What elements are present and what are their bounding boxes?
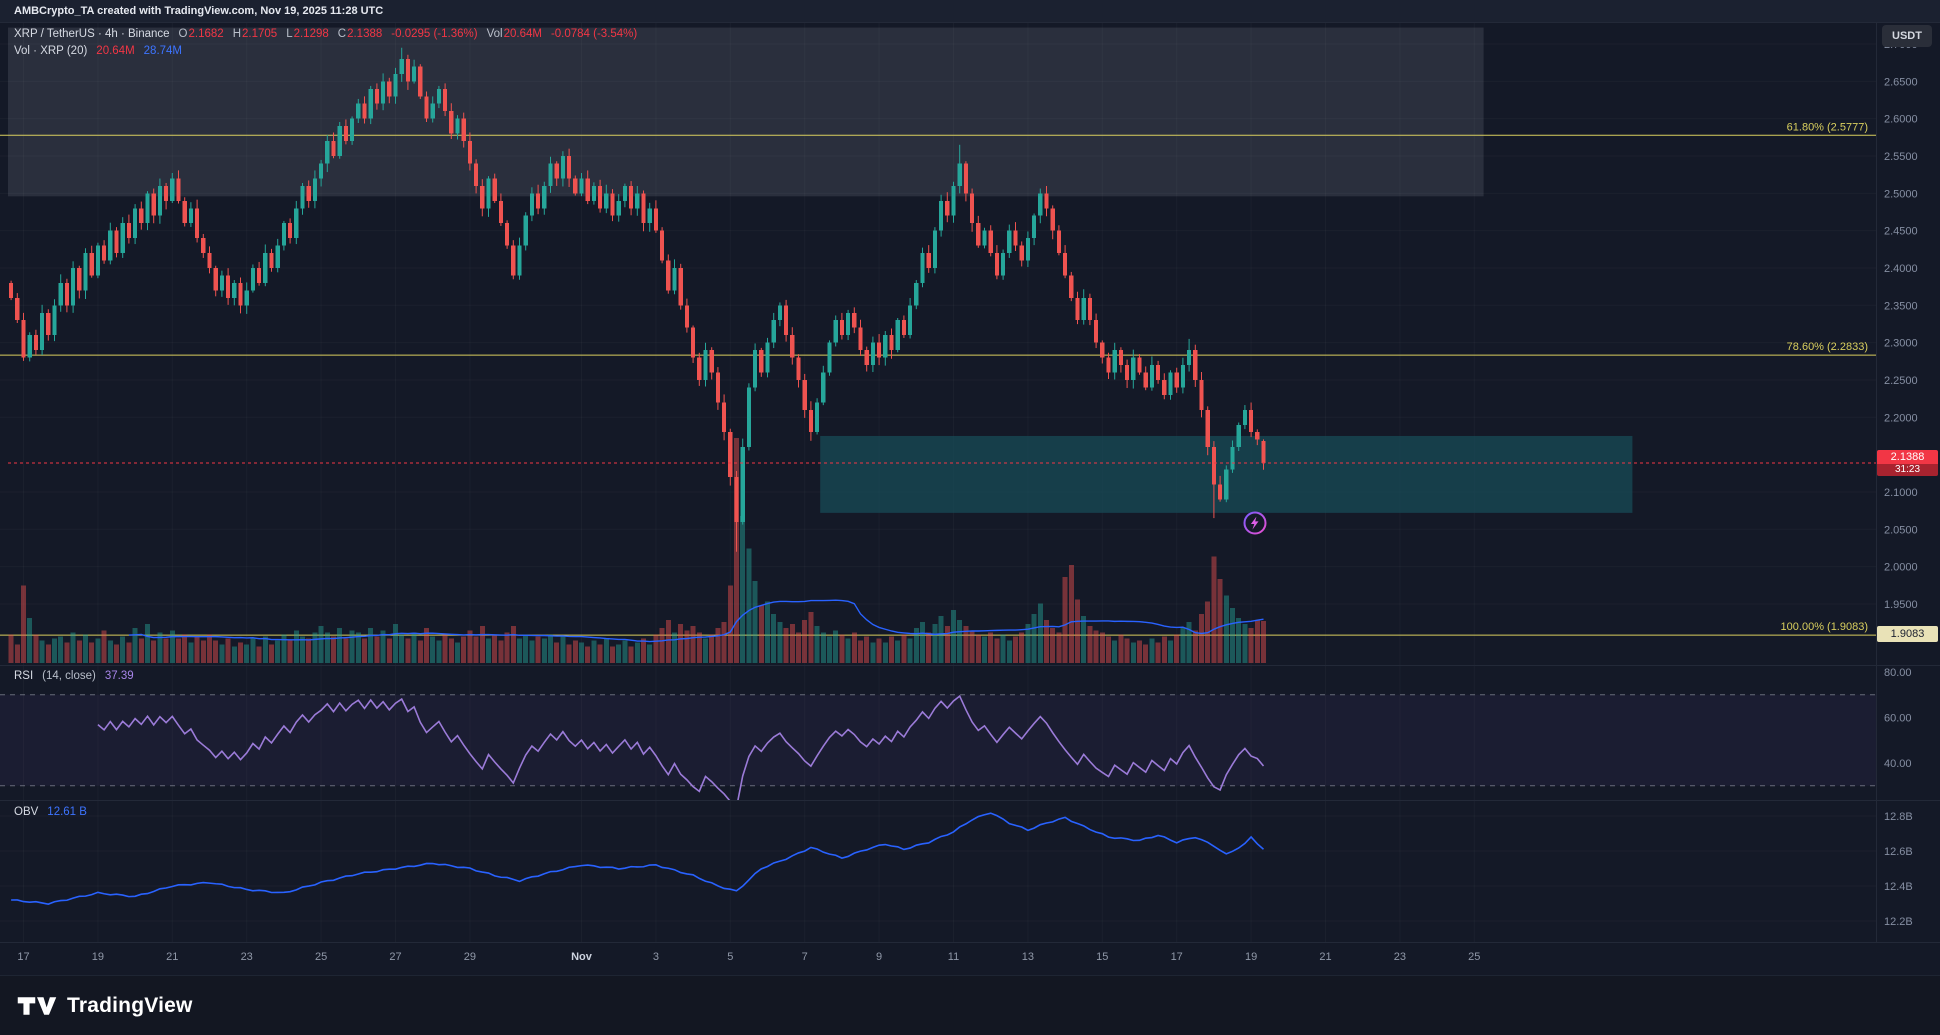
svg-text:2.6000: 2.6000 [1884, 114, 1918, 126]
svg-text:2.1000: 2.1000 [1884, 487, 1918, 499]
svg-text:2.4500: 2.4500 [1884, 226, 1918, 238]
svg-text:60.00: 60.00 [1884, 713, 1912, 725]
svg-text:40.00: 40.00 [1884, 758, 1912, 770]
volume-indicator-title: Vol · XRP (20) [14, 45, 88, 57]
svg-text:11: 11 [948, 951, 959, 963]
supply-zone-gray [8, 27, 1484, 197]
lightning-badge-icon[interactable] [1242, 510, 1268, 541]
price-axis-labels: 2.70002.65002.60002.55002.50002.45002.40… [1884, 39, 1918, 611]
svg-text:15: 15 [1096, 951, 1108, 963]
tradingview-logo[interactable]: TradingView [16, 994, 193, 1018]
obv-value: 12.61 B [47, 806, 87, 818]
svg-text:29: 29 [464, 951, 476, 963]
rsi-line [97, 694, 1265, 800]
svg-text:25: 25 [315, 951, 327, 963]
rsi-band [0, 694, 1876, 786]
svg-text:23: 23 [1394, 951, 1406, 963]
price-axis[interactable] [1876, 22, 1940, 942]
svg-text:3: 3 [653, 951, 659, 963]
time-axis[interactable] [0, 942, 1876, 975]
svg-text:12.2B: 12.2B [1884, 916, 1913, 928]
svg-text:2.3500: 2.3500 [1884, 300, 1918, 312]
last-price-value: 2.1388 [1877, 450, 1938, 464]
svg-text:25: 25 [1468, 951, 1480, 963]
snapshot-header: AMBCrypto_TA created with TradingView.co… [0, 0, 1940, 22]
fib-lines-layer: 61.80% (2.5777) 78.60% (2.2833) 100.00% (1… [0, 121, 1876, 636]
svg-text:2.2000: 2.2000 [1884, 412, 1918, 424]
svg-text:21: 21 [1319, 951, 1331, 963]
rsi-legend[interactable]: RSI (14, close) 37.39 [14, 670, 134, 682]
svg-text:23: 23 [241, 951, 253, 963]
rsi-title: RSI [14, 670, 34, 682]
svg-text:2.5500: 2.5500 [1884, 151, 1918, 163]
volume-ma-line [128, 599, 1264, 643]
volume-layer [8, 438, 1266, 663]
svg-text:2.6500: 2.6500 [1884, 76, 1918, 88]
footer-bar: TradingView [0, 975, 1940, 1035]
volume-current: 20.64M [96, 45, 135, 57]
obv-legend[interactable]: OBV 12.61 B [14, 806, 87, 818]
svg-text:21: 21 [166, 951, 178, 963]
bar-countdown: 31:23 [1877, 464, 1938, 476]
svg-text:2.0500: 2.0500 [1884, 524, 1918, 536]
svg-text:100.00% (1.9083): 100.00% (1.9083) [1781, 621, 1868, 633]
svg-text:19: 19 [1245, 951, 1257, 963]
svg-text:2.0000: 2.0000 [1884, 562, 1918, 574]
currency-toggle-button[interactable]: USDT [1882, 25, 1932, 47]
rsi-value: 37.39 [104, 670, 134, 682]
tradingview-logo-icon [17, 996, 57, 1015]
svg-text:2.5000: 2.5000 [1884, 188, 1918, 200]
svg-text:Nov: Nov [571, 951, 593, 963]
svg-text:5: 5 [727, 951, 733, 963]
svg-text:12.8B: 12.8B [1884, 811, 1913, 823]
svg-text:2.2500: 2.2500 [1884, 375, 1918, 387]
svg-text:2.3000: 2.3000 [1884, 338, 1918, 350]
svg-text:2.4000: 2.4000 [1884, 263, 1918, 275]
high-value: H 2.1705 [232, 28, 278, 40]
symbol-title: XRP / TetherUS · 4h · Binance [14, 28, 170, 40]
close-value: C 2.1388 [337, 28, 383, 40]
svg-text:7: 7 [802, 951, 808, 963]
obv-line [11, 812, 1265, 905]
open-value: O 2.1682 [178, 28, 224, 40]
fib-level-axis-badge: 1.9083 [1877, 626, 1938, 642]
volume-change-value: -0.0784 (-3.54%) [550, 28, 638, 40]
change-value: -0.0295 (-1.36%) [391, 28, 478, 40]
volume-value: Vol 20.64M [486, 28, 542, 40]
svg-text:80.00: 80.00 [1884, 667, 1912, 679]
snapshot-title: AMBCrypto_TA created with TradingView.co… [14, 5, 384, 17]
svg-text:12.6B: 12.6B [1884, 846, 1913, 858]
svg-text:19: 19 [92, 951, 104, 963]
volume-ma-value: 28.74M [143, 45, 183, 57]
svg-text:12.4B: 12.4B [1884, 881, 1913, 893]
rsi-params: (14, close) [42, 670, 96, 682]
svg-text:17: 17 [17, 951, 29, 963]
svg-text:1.9500: 1.9500 [1884, 599, 1918, 611]
obv-title: OBV [14, 806, 39, 818]
svg-text:9: 9 [876, 951, 882, 963]
tradingview-wordmark: TradingView [67, 993, 193, 1017]
svg-text:17: 17 [1171, 951, 1183, 963]
candles-layer [9, 47, 1266, 552]
low-value: L 2.1298 [286, 28, 329, 40]
svg-text:61.80% (2.5777): 61.80% (2.5777) [1787, 121, 1868, 133]
last-price-axis-badge: 2.1388 31:23 [1877, 450, 1938, 476]
svg-text:13: 13 [1022, 951, 1034, 963]
volume-indicator-legend[interactable]: Vol · XRP (20) 20.64M 28.74M [14, 45, 182, 57]
svg-text:27: 27 [389, 951, 401, 963]
svg-text:78.60% (2.2833): 78.60% (2.2833) [1787, 341, 1868, 353]
